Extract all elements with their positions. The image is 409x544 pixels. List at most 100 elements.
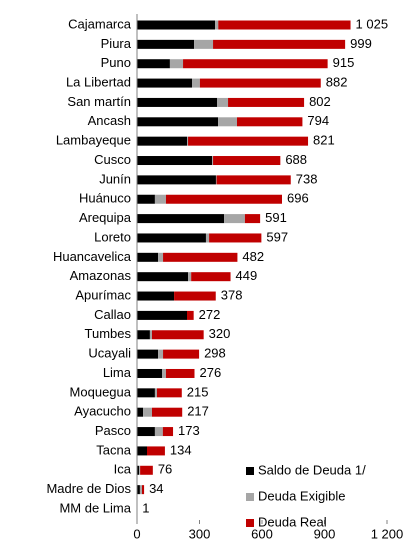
bar-segment	[154, 427, 163, 437]
bar-segment	[215, 175, 217, 185]
category-label: Ica	[114, 462, 132, 477]
bar-segment	[140, 465, 153, 475]
bar-segment	[137, 446, 147, 456]
bar-segment	[143, 407, 152, 417]
x-tick-label: 600	[251, 526, 273, 541]
bar-segment	[137, 59, 170, 69]
bar-segment	[188, 136, 309, 146]
bar-segment	[199, 78, 321, 88]
bar-segment	[137, 136, 187, 146]
bar-segment	[158, 349, 164, 359]
total-label: 1 025	[356, 16, 389, 31]
bar-segment	[157, 388, 182, 398]
category-label: Moquegua	[70, 384, 132, 399]
bar-segment	[154, 194, 166, 204]
total-label: 482	[242, 249, 264, 264]
bar-segment	[187, 310, 194, 320]
bar-segment	[137, 349, 159, 359]
category-label: San martín	[67, 94, 131, 109]
bar-segment	[137, 214, 225, 224]
total-label: 999	[350, 36, 372, 51]
bar-segment	[137, 485, 140, 495]
category-label: Madre de Dios	[46, 481, 131, 496]
legend-swatch	[246, 493, 254, 501]
bar-segment	[218, 117, 237, 127]
category-label: La Libertad	[66, 75, 131, 90]
bar-segment	[147, 446, 165, 456]
category-label: Ucayali	[88, 346, 131, 361]
total-label: 449	[236, 268, 258, 283]
bar-segment	[215, 20, 219, 30]
bar-segment	[194, 39, 214, 49]
bar-segment	[162, 427, 174, 437]
bar-segment	[137, 310, 187, 320]
category-label: Amazonas	[70, 268, 132, 283]
total-label: 696	[287, 191, 309, 206]
x-tick-label: 0	[133, 526, 140, 541]
bar-segment	[165, 194, 282, 204]
bar-segment	[174, 291, 216, 301]
bar-segment	[137, 368, 162, 378]
category-label: Apurímac	[75, 287, 131, 302]
bar-segment	[137, 117, 219, 127]
bar-segment	[213, 156, 281, 166]
bar-segment	[154, 388, 157, 398]
category-label: Tumbes	[85, 326, 132, 341]
total-label: 276	[200, 365, 222, 380]
total-label: 217	[187, 404, 209, 419]
bar-segment	[216, 175, 291, 185]
category-label: Ancash	[88, 113, 131, 128]
category-label: Cajamarca	[68, 16, 132, 31]
category-label: Huancavelica	[53, 249, 132, 264]
legend-swatch	[246, 519, 254, 527]
bar-segment	[137, 291, 175, 301]
category-label: Lima	[103, 365, 132, 380]
x-tick-label: 1 200	[371, 526, 404, 541]
legend-label: Deuda Exigible	[258, 488, 345, 503]
total-label: 597	[266, 229, 288, 244]
bar-segment	[137, 427, 155, 437]
x-tick-label: 300	[189, 526, 211, 541]
bar-segment	[183, 59, 328, 69]
bar-segment	[139, 485, 142, 495]
total-label: 134	[170, 442, 192, 457]
total-label: 215	[187, 384, 209, 399]
category-label: Lambayeque	[56, 133, 131, 148]
category-label: Ayacucho	[74, 404, 131, 419]
bar-segment	[165, 368, 195, 378]
category-label: Pasco	[95, 423, 131, 438]
bar-segment	[137, 272, 189, 282]
total-label: 915	[333, 55, 355, 70]
legend-swatch	[246, 467, 254, 475]
bar-segment	[137, 78, 192, 88]
bar-segment	[187, 136, 189, 146]
total-label: 821	[313, 133, 335, 148]
bar-segment	[152, 407, 183, 417]
category-label: Arequipa	[79, 210, 132, 225]
bar-segment	[137, 388, 155, 398]
bar-segment	[139, 465, 141, 475]
bar-segment	[137, 20, 216, 30]
bar-segment	[212, 156, 214, 166]
total-label: 320	[209, 326, 231, 341]
legend-label: Deuda Real	[258, 514, 327, 529]
total-label: 882	[326, 75, 348, 90]
total-label: 298	[204, 346, 226, 361]
total-label: 794	[307, 113, 329, 128]
category-label: Junín	[99, 171, 131, 186]
bar-segment	[137, 175, 216, 185]
bar-segment	[158, 252, 164, 262]
bar-segment	[137, 330, 150, 340]
bar-segment	[224, 214, 245, 224]
total-label: 34	[149, 481, 163, 496]
category-label: Tacna	[96, 442, 131, 457]
bar-segment	[137, 465, 140, 475]
bar-segment	[162, 368, 166, 378]
bar-segment	[149, 330, 152, 340]
category-label: Huánuco	[79, 191, 131, 206]
category-label: Cusco	[94, 152, 131, 167]
bar-segment	[152, 330, 204, 340]
category-label: Piura	[101, 36, 132, 51]
bar-segment	[137, 194, 155, 204]
